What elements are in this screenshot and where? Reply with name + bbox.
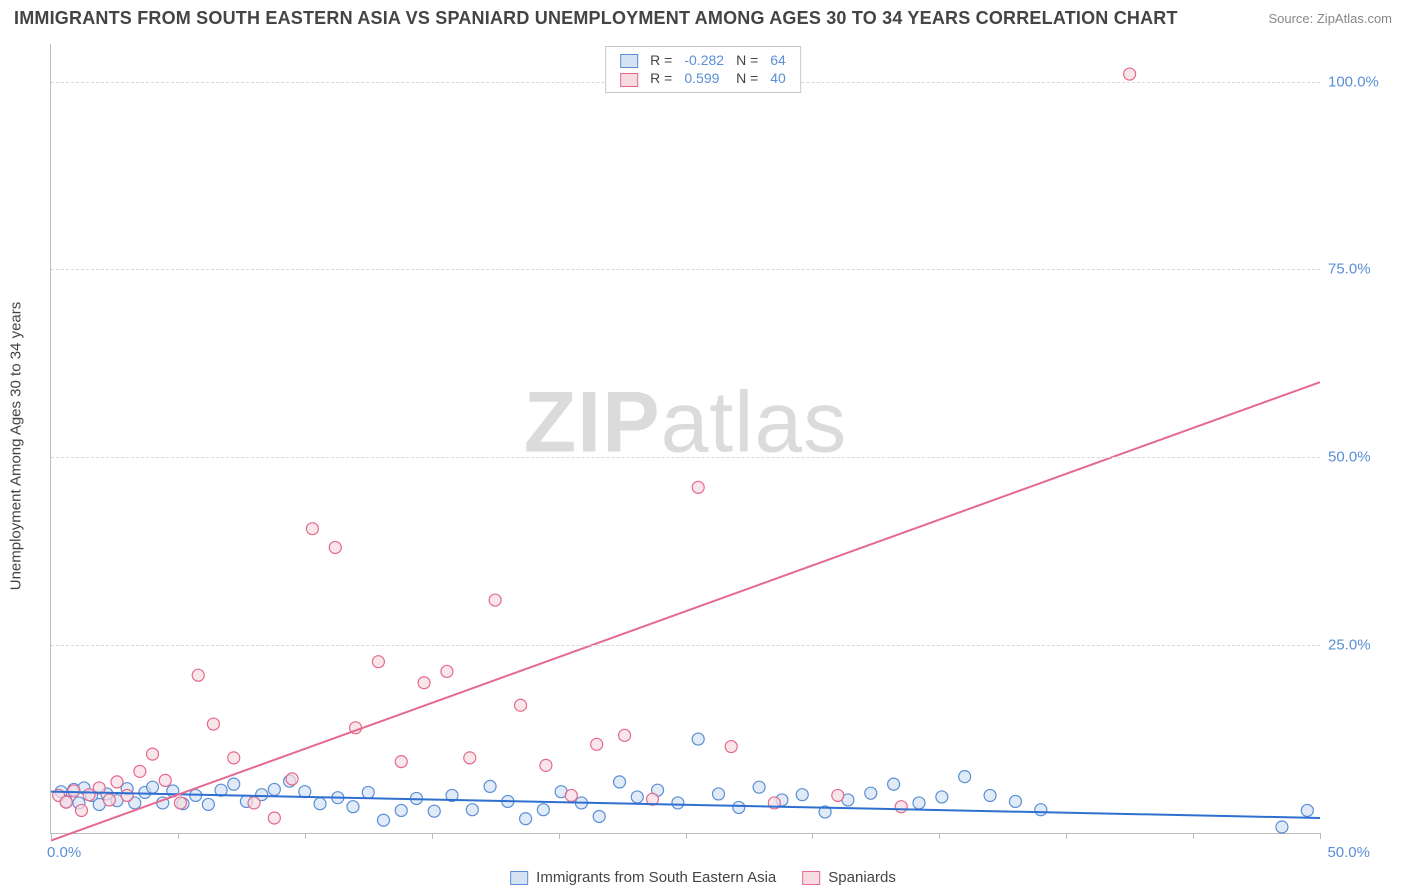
legend-item-b: Spaniards [802, 869, 896, 886]
x-end-label: 50.0% [1327, 844, 1370, 861]
legend-n-value-b: 40 [764, 69, 792, 87]
legend-item-a: Immigrants from South Eastern Asia [510, 869, 776, 886]
legend-r-label: R = [644, 69, 678, 87]
chart-title: IMMIGRANTS FROM SOUTH EASTERN ASIA VS SP… [14, 8, 1178, 29]
y-axis-label: Unemployment Among Ages 30 to 34 years [8, 302, 25, 591]
legend-swatch-b [620, 73, 638, 87]
legend-swatch-b [802, 871, 820, 885]
legend-row-series-b: R = 0.599 N = 40 [614, 69, 792, 87]
legend-label-a: Immigrants from South Eastern Asia [536, 869, 776, 886]
legend-n-value-a: 64 [764, 51, 792, 69]
y-tick-label: 75.0% [1328, 261, 1388, 278]
legend-row-series-a: R = -0.282 N = 64 [614, 51, 792, 69]
legend-swatch-a [510, 871, 528, 885]
chart-plot-area: ZIPatlas 25.0%50.0%75.0%100.0%0.0%50.0% [50, 44, 1320, 834]
y-tick-label: 50.0% [1328, 449, 1388, 466]
source-label: Source: ZipAtlas.com [1268, 11, 1392, 26]
legend-bottom: Immigrants from South Eastern Asia Spani… [510, 869, 896, 886]
y-tick-label: 100.0% [1328, 73, 1388, 90]
legend-r-value-a: -0.282 [678, 51, 730, 69]
y-tick-label: 25.0% [1328, 637, 1388, 654]
legend-label-b: Spaniards [828, 869, 896, 886]
chart-svg [51, 44, 1320, 833]
legend-correlation-box: R = -0.282 N = 64 R = 0.599 N = 40 [605, 46, 801, 93]
legend-r-value-b: 0.599 [678, 69, 730, 87]
legend-swatch-a [620, 54, 638, 68]
x-origin-label: 0.0% [47, 844, 81, 861]
legend-r-label: R = [644, 51, 678, 69]
legend-n-label: N = [730, 51, 764, 69]
legend-n-label: N = [730, 69, 764, 87]
